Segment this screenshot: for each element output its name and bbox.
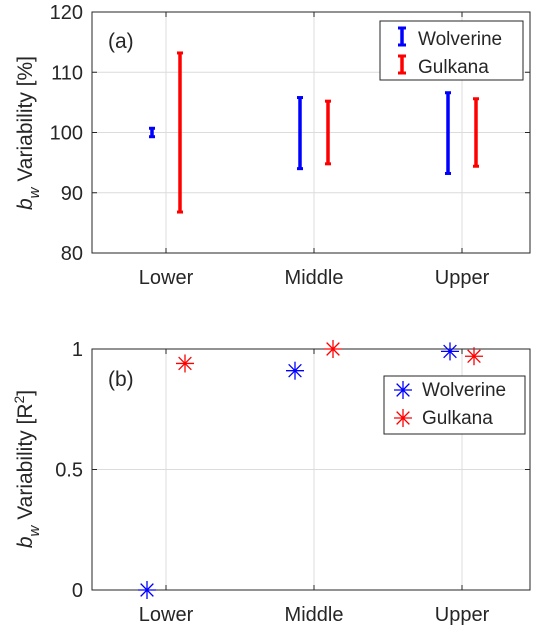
point-wolverine-upper	[441, 342, 459, 361]
a-y-tick-label: 90	[61, 183, 83, 205]
panel-a-ylabel-sub: w	[26, 186, 43, 198]
a-y-tick-label: 120	[50, 2, 83, 24]
panel-a-y-axis-label: bw Variability [%]	[14, 56, 43, 210]
errorbar-gulkana-middle	[325, 99, 331, 166]
panel-b-ylabel-rest: Variability [R	[14, 403, 37, 525]
panel-b: 00.51 Lower Middle Upper (b) bw Variabilit…	[11, 339, 531, 626]
errorbar-gulkana-upper	[473, 97, 479, 168]
errorbar-wolverine-lower	[149, 126, 155, 139]
panel-a-legend-box	[379, 20, 524, 81]
panel-b-y-axis-label: bw Variability [R2]	[11, 390, 43, 548]
legend-a-gulkana-marker	[398, 54, 406, 75]
legend-a-wolverine-marker	[398, 26, 406, 47]
point-gulkana-upper	[465, 347, 483, 366]
b-y-tick-label: 0.5	[55, 460, 83, 482]
b-x-tick-label-upper: Upper	[435, 604, 490, 626]
panel-b-ylabel-main: b	[14, 536, 37, 548]
point-wolverine-lower	[138, 581, 156, 599]
panel-a-label: (a)	[108, 30, 134, 53]
legend-a-wolverine-errorbar	[398, 26, 406, 47]
panel-a-ylabel-main: b	[14, 198, 37, 210]
point-gulkana-lower	[176, 354, 194, 373]
a-y-tick-label: 110	[51, 62, 83, 84]
panel-a-x-ticks: Lower Middle Upper	[139, 12, 490, 289]
legend-b-wolverine-asterisk	[394, 381, 412, 399]
a-x-tick-label-upper: Upper	[435, 267, 490, 289]
panel-b-y-ticks: 00.51	[55, 339, 530, 602]
a-x-tick-label-lower: Lower	[139, 267, 194, 289]
b-x-tick-label-middle: Middle	[285, 604, 344, 626]
panel-a-error-bars	[149, 51, 479, 214]
panel-b-ylabel-sup: 2	[11, 395, 27, 403]
a-x-tick-label-middle: Middle	[285, 267, 344, 289]
errorbar-wolverine-upper	[445, 91, 451, 175]
panel-b-ylabel-sub: w	[26, 524, 43, 536]
legend-b-wolverine-marker	[394, 381, 412, 399]
legend-b-gulkana-label: Gulkana	[422, 408, 493, 429]
panel-b-ylabel-close: ]	[14, 390, 37, 396]
panel-b-points	[138, 340, 483, 599]
errorbar-wolverine-middle	[297, 96, 303, 171]
legend-a-gulkana-errorbar	[398, 54, 406, 75]
panel-b-label: (b)	[108, 368, 134, 391]
legend-b-wolverine-label: Wolverine	[422, 380, 506, 401]
legend-b-gulkana-marker	[394, 409, 412, 427]
legend-a-gulkana-label: Gulkana	[418, 57, 489, 78]
panel-a-y-ticks: 80 90 100 110 120	[50, 2, 530, 265]
a-y-tick-label: 100	[50, 123, 83, 145]
errorbar-gulkana-lower	[177, 51, 183, 214]
b-y-tick-label: 1	[72, 339, 83, 361]
b-x-tick-label-lower: Lower	[139, 604, 194, 626]
point-wolverine-middle	[286, 361, 304, 380]
b-y-tick-label: 0	[72, 580, 83, 602]
panel-b-legend: Wolverine Gulkana	[383, 375, 526, 435]
legend-b-gulkana-asterisk	[394, 409, 412, 427]
point-gulkana-middle	[324, 340, 342, 358]
panel-a-legend: Wolverine Gulkana	[379, 20, 524, 81]
panel-b-x-ticks: Lower Middle Upper	[139, 349, 490, 626]
panel-a-ylabel-rest: Variability [%]	[14, 56, 37, 188]
a-y-tick-label: 80	[61, 243, 83, 265]
panel-a: 80 90 100 110 120 Lower Middle Upper (a) bw Va…	[14, 2, 531, 289]
legend-a-wolverine-label: Wolverine	[418, 29, 502, 50]
